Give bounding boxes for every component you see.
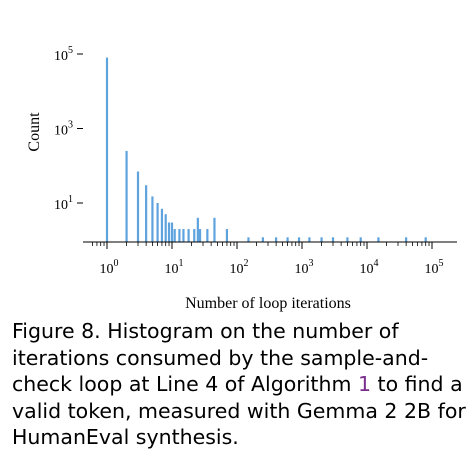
x-tick-label: 104 [360, 258, 379, 277]
histogram-bar [275, 237, 278, 242]
histogram-bar [145, 185, 148, 242]
x-tick-label: 102 [230, 258, 249, 277]
plot-area: 100 101 102 103 104 105 101 103 105 [54, 45, 457, 277]
histogram-bar [187, 229, 190, 242]
histogram-bar [160, 208, 164, 242]
histogram-bar [247, 237, 250, 242]
histogram-bar [213, 217, 216, 242]
histogram-bar [105, 57, 109, 242]
histogram-bar [320, 237, 323, 242]
histogram-bar [151, 196, 154, 242]
y-tick-label: 101 [54, 194, 73, 213]
histogram-bar [297, 237, 301, 242]
histogram-bar [198, 229, 202, 242]
histogram-bar [206, 229, 209, 242]
algorithm-reference-link[interactable]: 1 [357, 372, 372, 396]
caption-text-start: Histogram on the number of iterations co… [12, 319, 429, 396]
histogram-bar [170, 222, 174, 242]
histogram-bar [167, 222, 171, 242]
caption-label: Figure 8. [12, 319, 101, 343]
histogram-bar [156, 203, 159, 242]
histogram-bar [424, 237, 427, 242]
histogram-bar [196, 217, 199, 242]
histogram-bar [182, 229, 185, 242]
histogram-bar [308, 237, 311, 242]
histogram-bar [331, 237, 335, 242]
y-tick-label: 105 [54, 45, 73, 64]
histogram-chart: 100 101 102 103 104 105 101 103 105 Number of lo… [26, 45, 457, 312]
histogram-bar [377, 237, 380, 242]
histogram-bar [405, 237, 408, 242]
histogram-bar [261, 237, 264, 242]
x-tick-label: 105 [425, 258, 444, 277]
histogram-bar [193, 229, 196, 242]
x-tick-label: 100 [100, 258, 119, 277]
caption-text-end: to find a valid token, measured with Gem… [12, 372, 466, 449]
x-tick-label: 101 [165, 258, 184, 277]
histogram-bar [125, 150, 128, 242]
x-axis-title: Number of loop iterations [185, 295, 351, 312]
histogram-bar [173, 229, 176, 242]
x-tick-label: 103 [295, 258, 314, 277]
histogram-bar [225, 229, 229, 242]
y-axis-title: Count [26, 112, 43, 152]
figure-caption: Figure 8. Histogram on the number of ite… [12, 318, 467, 451]
histogram-bar [136, 171, 140, 242]
histogram-bar [359, 237, 362, 242]
histogram-bar [346, 237, 349, 242]
histogram-bar [164, 214, 167, 242]
histogram-bar [178, 229, 181, 242]
y-tick-label: 103 [54, 120, 73, 139]
histogram-bar [286, 237, 289, 242]
